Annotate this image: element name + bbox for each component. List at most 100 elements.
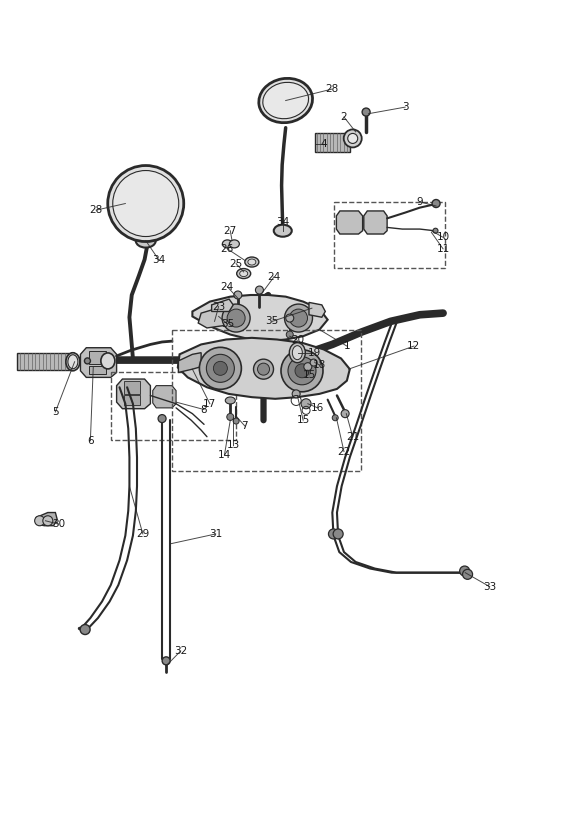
Circle shape xyxy=(459,566,470,576)
Circle shape xyxy=(199,348,241,389)
Circle shape xyxy=(227,414,234,420)
Polygon shape xyxy=(36,513,57,526)
Bar xyxy=(17,353,73,370)
Text: 2: 2 xyxy=(340,112,347,122)
Text: 17: 17 xyxy=(203,399,216,409)
Circle shape xyxy=(286,314,294,322)
Text: 19: 19 xyxy=(308,348,321,358)
Circle shape xyxy=(222,304,250,332)
Circle shape xyxy=(362,108,370,116)
Circle shape xyxy=(285,304,312,332)
Text: 27: 27 xyxy=(224,226,237,236)
Circle shape xyxy=(281,350,323,391)
Text: 8: 8 xyxy=(201,405,208,414)
Circle shape xyxy=(310,359,317,366)
Text: 34: 34 xyxy=(276,218,289,227)
Text: 18: 18 xyxy=(313,360,326,370)
Bar xyxy=(172,330,361,471)
Text: 24: 24 xyxy=(268,272,280,282)
Text: 15: 15 xyxy=(303,370,315,380)
Circle shape xyxy=(234,291,242,299)
Bar xyxy=(315,133,350,152)
Ellipse shape xyxy=(263,82,308,119)
Text: 3: 3 xyxy=(402,102,409,112)
Bar xyxy=(124,381,140,394)
Text: 31: 31 xyxy=(209,529,222,539)
Polygon shape xyxy=(336,211,363,234)
Polygon shape xyxy=(364,211,387,234)
Circle shape xyxy=(286,331,293,338)
Text: 15: 15 xyxy=(297,415,310,425)
Text: 12: 12 xyxy=(408,341,420,351)
Polygon shape xyxy=(80,348,117,377)
Text: 20: 20 xyxy=(291,335,304,345)
Text: 26: 26 xyxy=(221,244,234,254)
Polygon shape xyxy=(212,299,233,311)
Text: 35: 35 xyxy=(221,319,234,329)
Text: 14: 14 xyxy=(218,450,231,460)
Circle shape xyxy=(301,399,311,409)
Bar xyxy=(89,366,106,374)
Ellipse shape xyxy=(289,343,305,363)
Text: 29: 29 xyxy=(136,529,149,539)
Ellipse shape xyxy=(344,129,361,147)
Text: 23: 23 xyxy=(212,302,225,311)
Ellipse shape xyxy=(248,259,256,265)
Circle shape xyxy=(290,309,307,327)
Text: 28: 28 xyxy=(90,205,103,215)
Text: 33: 33 xyxy=(483,582,496,592)
Ellipse shape xyxy=(136,234,156,247)
Circle shape xyxy=(328,529,339,539)
Text: 25: 25 xyxy=(230,259,243,269)
Text: 13: 13 xyxy=(227,440,240,450)
Ellipse shape xyxy=(229,240,240,248)
Text: 11: 11 xyxy=(437,244,449,254)
Text: 34: 34 xyxy=(153,255,166,265)
Bar xyxy=(334,202,445,268)
Text: 35: 35 xyxy=(266,316,279,326)
Text: 28: 28 xyxy=(326,84,339,94)
Circle shape xyxy=(432,199,440,208)
Text: 1: 1 xyxy=(343,341,350,351)
Polygon shape xyxy=(309,302,325,317)
Ellipse shape xyxy=(225,397,236,404)
Text: 30: 30 xyxy=(52,519,65,529)
Text: 9: 9 xyxy=(416,197,423,207)
Ellipse shape xyxy=(274,225,292,236)
Text: 6: 6 xyxy=(87,436,94,446)
Circle shape xyxy=(213,362,227,375)
Polygon shape xyxy=(153,386,176,408)
Circle shape xyxy=(34,516,45,526)
Circle shape xyxy=(332,414,338,421)
Circle shape xyxy=(162,657,170,665)
Circle shape xyxy=(233,418,239,424)
Bar xyxy=(111,372,236,440)
Text: 22: 22 xyxy=(338,447,350,456)
Circle shape xyxy=(80,625,90,634)
Bar xyxy=(89,351,106,364)
Circle shape xyxy=(206,354,234,382)
Polygon shape xyxy=(117,379,150,409)
Circle shape xyxy=(341,410,349,418)
Ellipse shape xyxy=(292,346,303,359)
Text: 21: 21 xyxy=(346,432,359,442)
Polygon shape xyxy=(198,307,230,328)
Circle shape xyxy=(254,359,273,379)
Circle shape xyxy=(113,171,179,236)
Ellipse shape xyxy=(259,78,312,123)
Circle shape xyxy=(227,309,245,327)
Ellipse shape xyxy=(101,353,115,369)
Text: 10: 10 xyxy=(437,232,449,242)
Polygon shape xyxy=(178,338,350,399)
Text: 5: 5 xyxy=(52,407,59,417)
Circle shape xyxy=(158,414,166,423)
Polygon shape xyxy=(178,353,201,372)
Text: 7: 7 xyxy=(241,421,248,431)
Circle shape xyxy=(288,357,316,385)
Text: 24: 24 xyxy=(221,282,234,292)
Ellipse shape xyxy=(240,270,248,277)
Ellipse shape xyxy=(66,353,80,371)
Ellipse shape xyxy=(237,269,251,279)
Circle shape xyxy=(462,569,473,579)
Circle shape xyxy=(85,358,90,364)
